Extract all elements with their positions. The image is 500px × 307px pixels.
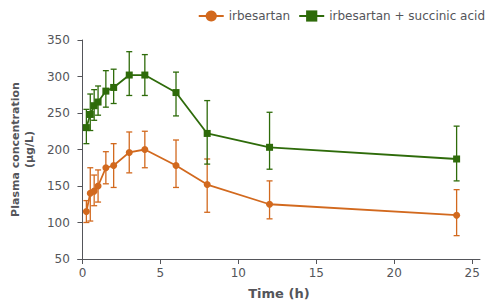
svg-text:100: 100 (47, 216, 70, 230)
svg-text:10: 10 (231, 266, 246, 280)
svg-text:0: 0 (79, 266, 87, 280)
svg-text:(μg/L): (μg/L) (23, 131, 36, 168)
svg-text:Time (h): Time (h) (248, 286, 309, 301)
svg-text:irbesartan + succinic acid: irbesartan + succinic acid (329, 9, 485, 23)
svg-text:50: 50 (55, 252, 70, 266)
svg-text:25: 25 (465, 266, 480, 280)
svg-text:irbesartan: irbesartan (229, 9, 290, 23)
svg-text:15: 15 (309, 266, 324, 280)
svg-text:200: 200 (47, 143, 70, 157)
svg-text:350: 350 (47, 33, 70, 47)
svg-text:250: 250 (47, 106, 70, 120)
svg-text:20: 20 (387, 266, 402, 280)
svg-text:150: 150 (47, 179, 70, 193)
svg-text:5: 5 (157, 266, 165, 280)
svg-text:Plasma concentration: Plasma concentration (9, 82, 22, 217)
svg-text:300: 300 (47, 70, 70, 84)
